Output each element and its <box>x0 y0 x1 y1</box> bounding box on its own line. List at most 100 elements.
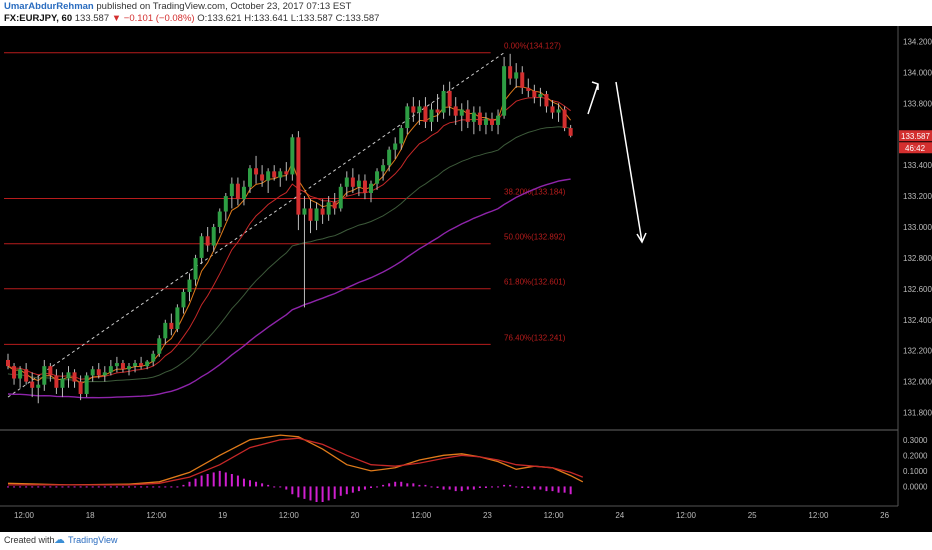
histogram-bar <box>333 486 336 499</box>
histogram-bar <box>491 486 493 488</box>
ma-purple-line <box>7 178 571 399</box>
histogram-bar <box>557 486 560 493</box>
price-tick-label: 132.400 <box>903 316 932 325</box>
candle-body <box>387 149 392 166</box>
candle-body <box>6 359 10 367</box>
osc-tick-label: 0.0000 <box>903 482 928 491</box>
candle-body <box>36 384 41 388</box>
candle-body <box>254 168 259 175</box>
histogram-bar <box>376 486 379 488</box>
time-tick-label: 25 <box>748 511 757 520</box>
histogram-bar <box>230 474 233 487</box>
price-tick-label: 133.000 <box>903 223 932 232</box>
candle-body <box>568 128 573 136</box>
histogram-bar <box>545 486 548 492</box>
candle-body <box>235 183 240 200</box>
candle-body <box>211 227 216 246</box>
histogram-bar <box>31 486 34 488</box>
time-tick-label: 12:00 <box>676 511 697 520</box>
histogram-bar <box>497 486 500 488</box>
candle-body <box>217 211 222 227</box>
candle-body <box>356 180 361 187</box>
candle-body <box>30 381 35 388</box>
histogram-bar <box>212 472 215 487</box>
price-tick-label: 133.200 <box>903 192 932 201</box>
candle-body <box>278 171 283 178</box>
candle-body <box>108 366 113 373</box>
candle-body <box>272 171 277 178</box>
histogram-bar <box>503 484 506 487</box>
last-price: 133.587 <box>74 13 110 24</box>
histogram-bar <box>370 486 372 488</box>
candle-body <box>490 118 494 125</box>
ma-red-line <box>7 96 571 380</box>
countdown-label: 46:42 <box>905 144 926 153</box>
histogram-bar <box>97 486 100 488</box>
candle-body <box>453 106 458 116</box>
ohlc-values: O:133.621 H:133.641 L:133.587 C:133.587 <box>197 13 380 24</box>
tradingview-brand[interactable]: TradingView <box>68 535 118 545</box>
candle-body <box>157 338 162 354</box>
histogram-bar <box>218 470 221 487</box>
histogram-bar <box>43 486 46 488</box>
published-text: published on TradingView.com, October 23… <box>96 1 352 12</box>
candle-body <box>471 112 476 122</box>
chart-area[interactable]: 134.200134.000133.800133.600133.400133.2… <box>0 26 932 532</box>
ma-orange-line <box>7 86 571 385</box>
histogram-bar <box>551 486 554 492</box>
candle-body <box>532 90 537 98</box>
histogram-bar <box>134 486 137 488</box>
candle-body <box>502 66 507 116</box>
candle-body <box>48 366 53 376</box>
histogram-bar <box>539 486 542 490</box>
histogram-bar <box>73 486 76 488</box>
histogram-bar <box>363 486 366 490</box>
candle-body <box>381 165 386 172</box>
candle-body <box>229 183 234 197</box>
candle-body <box>169 322 174 330</box>
candle-body <box>550 106 555 113</box>
histogram-bar <box>49 486 52 488</box>
oscillator-fast-line <box>7 434 584 486</box>
histogram-bar <box>279 486 282 488</box>
candle-body <box>520 72 525 88</box>
symbol-label[interactable]: FX:EURJPY, 60 <box>4 13 73 24</box>
histogram-bar <box>242 478 245 487</box>
author-link[interactable]: UmarAbdurRehman <box>4 1 94 12</box>
histogram-bar <box>200 475 203 487</box>
histogram-bar <box>509 484 512 487</box>
fib-trend-line <box>7 52 505 398</box>
histogram-bar <box>563 486 566 493</box>
histogram-bar <box>109 486 112 488</box>
time-tick-label: 12:00 <box>146 511 167 520</box>
time-tick-label: 20 <box>351 511 360 520</box>
osc-tick-label: 0.1000 <box>903 467 928 476</box>
time-tick-label: 23 <box>483 511 492 520</box>
price-tick-label: 133.800 <box>903 99 932 108</box>
candle-body <box>526 87 531 91</box>
histogram-bar <box>400 481 403 487</box>
histogram-bar <box>424 484 427 487</box>
change-value: −0.101 (−0.08%) <box>123 13 195 24</box>
histogram-bar <box>61 486 64 488</box>
time-tick-label: 19 <box>218 511 227 520</box>
candle-body <box>375 171 380 184</box>
fib-level-label: 38.20%(133.184) <box>504 188 566 197</box>
candle-body <box>302 208 307 215</box>
tradingview-cloud-icon[interactable]: ☁ <box>54 534 65 546</box>
histogram-bar <box>170 486 173 488</box>
candle-body <box>199 236 204 258</box>
candle-body <box>562 109 567 129</box>
time-tick-label: 26 <box>880 511 889 520</box>
oscillator-slow-line <box>8 437 584 486</box>
candle-body <box>362 180 367 193</box>
histogram-bar <box>152 486 155 488</box>
histogram-bar <box>85 486 88 488</box>
candle-body <box>127 366 131 370</box>
candle-body <box>42 366 47 385</box>
time-tick-label: 24 <box>615 511 624 520</box>
histogram-bar <box>454 486 457 492</box>
chart-svg[interactable]: 134.200134.000133.800133.600133.400133.2… <box>0 26 932 532</box>
histogram-bar <box>521 486 524 488</box>
candle-body <box>369 183 373 193</box>
